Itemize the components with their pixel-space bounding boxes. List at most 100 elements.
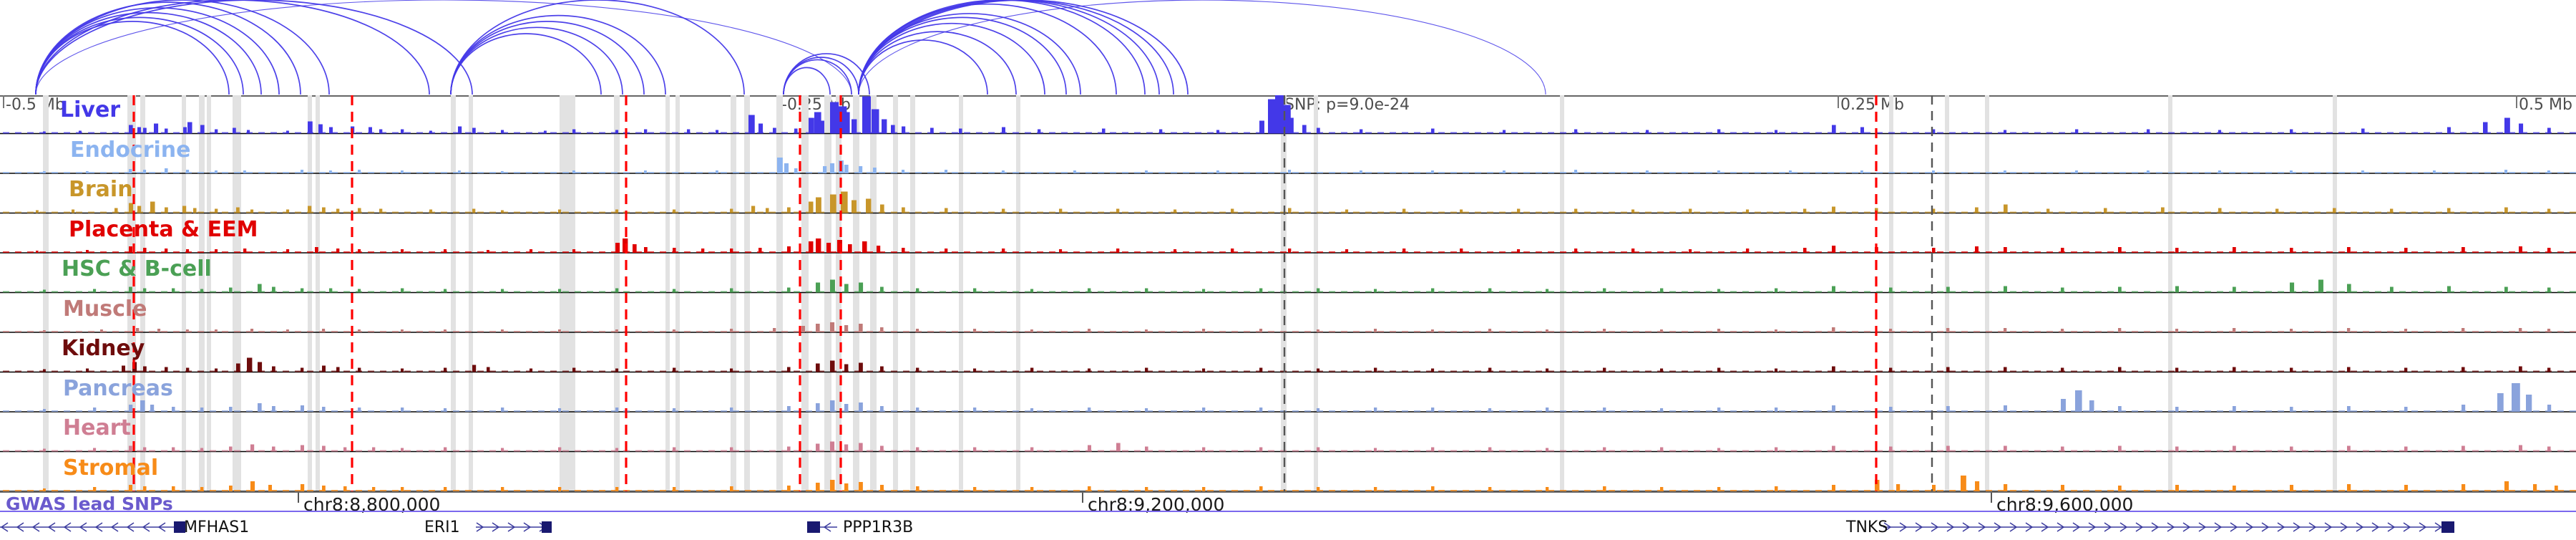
signal-baseline-tick: [2144, 251, 2150, 253]
gene-name-label[interactable]: PPP1R3B: [843, 519, 914, 536]
signal-peak: [1102, 128, 1106, 134]
signal-baseline-tick: [1584, 172, 1591, 173]
signal-baseline-tick: [2107, 331, 2114, 332]
signal-baseline-tick: [757, 450, 763, 452]
signal-baseline-tick: [988, 132, 995, 134]
signal-baseline-tick: [1730, 331, 1737, 332]
signal-baseline-tick: [2241, 172, 2248, 173]
signal-peak: [673, 447, 676, 452]
signal-baseline-tick: [429, 450, 435, 452]
signal-baseline-tick: [1377, 172, 1384, 173]
signal-baseline-tick: [867, 331, 873, 332]
signal-baseline-tick: [1450, 331, 1457, 332]
signal-baseline-tick: [830, 211, 836, 213]
signal-baseline-tick: [2509, 172, 2515, 173]
signal-peak: [2547, 208, 2551, 213]
signal-baseline-tick: [2424, 291, 2430, 293]
signal-peak: [916, 329, 919, 332]
signal-baseline-tick: [1146, 211, 1153, 213]
signal-baseline-tick: [1730, 410, 1737, 412]
signal-peak: [859, 166, 863, 173]
signal-baseline-tick: [1426, 291, 1433, 293]
signal-baseline-tick: [2010, 211, 2016, 213]
signal-peak: [86, 171, 89, 173]
signal-baseline-tick: [197, 211, 204, 213]
signal-baseline-tick: [1694, 251, 1700, 253]
signal-baseline-tick: [2290, 490, 2296, 491]
signal-baseline-tick: [1426, 172, 1433, 173]
signal-baseline-tick: [1207, 410, 1214, 412]
signal-baseline-tick: [1122, 211, 1128, 213]
signal-baseline-tick: [818, 291, 824, 293]
signal-baseline-tick: [915, 410, 922, 412]
signal-baseline-tick: [1961, 331, 1968, 332]
signal-baseline-tick: [161, 331, 167, 332]
signal-baseline-tick: [660, 410, 666, 412]
highlight-band: [801, 95, 809, 493]
signal-baseline-tick: [27, 291, 34, 293]
signal-baseline-tick: [27, 331, 34, 332]
signal-baseline-tick: [161, 211, 167, 213]
gene-name-label[interactable]: TNKS: [1846, 519, 1888, 536]
signal-peak: [2233, 286, 2236, 293]
signal-baseline-tick: [2545, 331, 2552, 332]
signal-baseline-tick: [2338, 331, 2345, 332]
gene-name-label[interactable]: MFHAS1: [184, 519, 250, 536]
signal-baseline-tick: [745, 172, 751, 173]
signal-peak: [236, 363, 240, 372]
signal-baseline-tick: [1183, 132, 1189, 134]
signal-baseline-tick: [879, 331, 885, 332]
signal-baseline-tick: [2460, 410, 2467, 412]
signal-baseline-tick: [197, 370, 204, 372]
signal-baseline-tick: [1949, 410, 1956, 412]
signal-baseline-tick: [1791, 410, 1797, 412]
signal-baseline-tick: [1986, 450, 1992, 452]
signal-baseline-tick: [599, 172, 605, 173]
signal-peak: [322, 365, 326, 372]
signal-peak: [673, 248, 676, 253]
signal-peak: [615, 408, 619, 412]
signal-baseline-tick: [1730, 211, 1737, 213]
signal-baseline-tick: [2484, 450, 2491, 452]
signal-baseline-tick: [1487, 331, 1493, 332]
signal-baseline-tick: [976, 370, 982, 372]
signal-baseline-tick: [1426, 490, 1433, 491]
signal-baseline-tick: [2144, 370, 2150, 372]
signal-baseline-tick: [781, 331, 788, 332]
highlight-band: [1314, 95, 1318, 493]
signal-baseline-tick: [1450, 211, 1457, 213]
signal-baseline-tick: [416, 291, 423, 293]
signal-baseline-tick: [380, 370, 386, 372]
signal-baseline-tick: [1341, 370, 1347, 372]
signal-baseline-tick: [1317, 291, 1323, 293]
signal-baseline-tick: [818, 211, 824, 213]
signal-baseline-tick: [2509, 370, 2515, 372]
signal-baseline-tick: [1791, 132, 1797, 134]
signal-peak: [157, 329, 161, 332]
signal-peak: [1574, 208, 1578, 213]
signal-baseline-tick: [295, 251, 301, 253]
signal-peak: [1546, 408, 1549, 412]
signal-baseline-tick: [2302, 370, 2308, 372]
signal-baseline-tick: [2436, 172, 2442, 173]
signal-baseline-tick: [708, 450, 715, 452]
signal-baseline-tick: [368, 211, 374, 213]
signal-baseline-tick: [1171, 370, 1177, 372]
signal-peak: [372, 447, 376, 452]
gene-name-label[interactable]: ERI1: [424, 519, 460, 536]
signal-peak: [572, 249, 576, 253]
signal-peak: [882, 119, 887, 134]
signal-baseline-tick: [2484, 331, 2491, 332]
signal-baseline-tick: [1317, 132, 1323, 134]
signal-baseline-tick: [1596, 132, 1603, 134]
signal-baseline-tick: [1718, 172, 1724, 173]
signal-baseline-tick: [1840, 370, 1846, 372]
signal-baseline-tick: [1268, 211, 1274, 213]
signal-peak: [862, 96, 871, 134]
signal-baseline-tick: [1499, 291, 1506, 293]
signal-peak: [1374, 487, 1377, 491]
signal-baseline-tick: [1231, 370, 1238, 372]
signal-baseline-tick: [1548, 410, 1554, 412]
signal-baseline-tick: [2265, 172, 2272, 173]
signal-peak: [2512, 383, 2520, 412]
